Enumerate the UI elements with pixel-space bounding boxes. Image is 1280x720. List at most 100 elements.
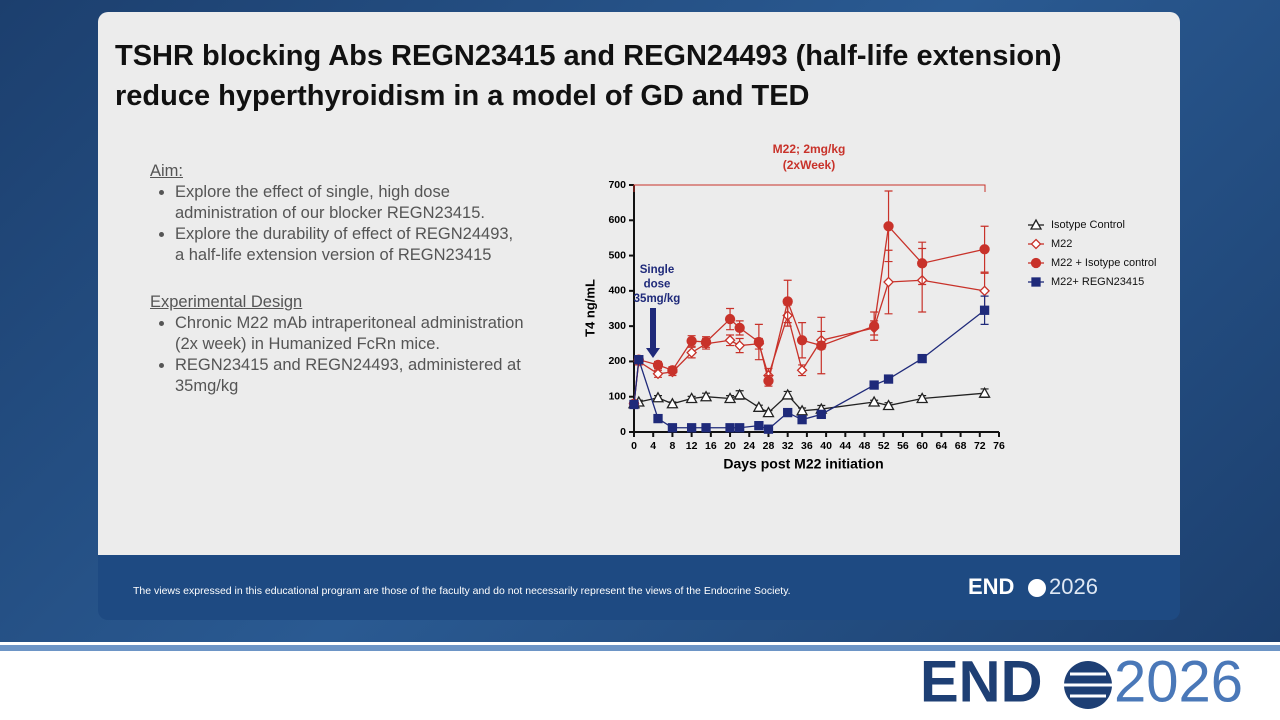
logo-year: 2026 xyxy=(1114,649,1243,714)
point xyxy=(796,364,808,376)
y-tick-label: 100 xyxy=(608,390,626,402)
x-axis-label: Days post M22 initiation xyxy=(723,456,883,472)
point xyxy=(763,375,774,386)
legend-marker xyxy=(1030,257,1042,269)
point xyxy=(651,391,665,403)
stripe xyxy=(0,645,1280,651)
dose-arrow xyxy=(646,308,660,358)
slide-title: reduce hyperthyroidism in a model of GD … xyxy=(115,80,810,112)
point xyxy=(700,336,712,348)
point xyxy=(883,374,894,384)
legend-marker xyxy=(1029,218,1043,230)
x-tick-label: 60 xyxy=(916,440,928,452)
legend-label: M22 xyxy=(1051,238,1072,250)
heading: Experimental Design xyxy=(150,293,303,311)
point xyxy=(754,420,764,431)
x-tick-label: 16 xyxy=(705,440,717,452)
y-tick-label: 500 xyxy=(608,249,626,261)
x-tick-label: 32 xyxy=(782,440,794,452)
legend-label: M22+ REGN23415 xyxy=(1051,276,1144,288)
series-line xyxy=(633,224,985,404)
y-tick-label: 700 xyxy=(608,179,626,191)
series xyxy=(628,247,991,410)
point xyxy=(667,423,678,433)
point xyxy=(753,336,765,348)
point xyxy=(782,296,793,307)
x-tick-label: 52 xyxy=(878,440,890,452)
bullet: REGN23415 and REGN24493, administered at… xyxy=(175,355,524,397)
logo-globe xyxy=(1028,579,1046,597)
x-tick-label: 56 xyxy=(897,440,909,452)
point xyxy=(725,423,735,433)
legend-label: M22 + Isotype control xyxy=(1051,257,1156,269)
heading: Aim: xyxy=(150,162,183,180)
annotation: 35mg/kg xyxy=(634,293,681,305)
point xyxy=(724,313,736,325)
point xyxy=(916,392,929,404)
x-tick-label: 68 xyxy=(955,440,967,452)
annotation: (2xWeek) xyxy=(783,158,835,172)
x-tick-label: 28 xyxy=(763,440,775,452)
aim-block: Aim: Explore the effect of single, high … xyxy=(150,161,513,266)
x-tick-label: 72 xyxy=(974,440,986,452)
point xyxy=(816,409,826,420)
x-tick-label: 12 xyxy=(686,440,698,452)
x-tick-label: 48 xyxy=(859,440,871,452)
x-tick-label: 44 xyxy=(839,440,851,452)
series xyxy=(627,386,991,418)
legend-marker xyxy=(1031,277,1041,287)
point xyxy=(868,395,881,407)
x-tick-label: 8 xyxy=(669,440,675,452)
y-tick-label: 300 xyxy=(608,320,626,332)
x-tick-label: 0 xyxy=(631,440,637,452)
point xyxy=(882,399,895,411)
bullet-list: Chronic M22 mAb intraperitoneal administ… xyxy=(150,313,524,397)
point xyxy=(781,388,794,400)
annotation: Single xyxy=(640,264,675,276)
point xyxy=(652,368,664,380)
point xyxy=(883,221,894,232)
x-tick-label: 20 xyxy=(724,440,736,452)
point xyxy=(797,414,807,425)
x-tick-label: 24 xyxy=(743,440,755,452)
point xyxy=(869,380,879,390)
point xyxy=(796,335,808,346)
point xyxy=(652,359,664,371)
y-tick-label: 400 xyxy=(608,285,626,297)
series-line xyxy=(633,309,985,430)
series xyxy=(629,295,990,434)
point xyxy=(634,355,644,365)
point xyxy=(685,392,698,404)
point xyxy=(666,397,679,409)
x-tick-label: 40 xyxy=(820,440,832,452)
bullet-list: Explore the effect of single, high dose a… xyxy=(150,182,513,266)
point xyxy=(979,285,991,297)
bullet-line: Explore the durability of effect of REGN… xyxy=(175,225,514,243)
x-tick-label: 36 xyxy=(801,440,813,452)
x-tick-label: 4 xyxy=(650,440,656,452)
legend-marker xyxy=(1030,238,1042,250)
x-tick-label: 64 xyxy=(936,440,948,452)
point xyxy=(917,353,927,364)
point xyxy=(734,322,745,334)
point xyxy=(701,423,711,433)
legend: Isotype Control M22 M22 + Isotype control M… xyxy=(1028,218,1156,288)
point xyxy=(868,320,880,332)
point xyxy=(979,244,990,255)
point xyxy=(724,334,736,346)
point xyxy=(763,424,774,434)
point xyxy=(752,400,765,412)
series xyxy=(628,190,990,409)
slide-title: TSHR blocking Abs REGN23415 and REGN2449… xyxy=(115,40,1062,72)
point xyxy=(629,399,639,410)
bullet: Explore the effect of single, high dose a… xyxy=(175,182,513,224)
point xyxy=(653,413,663,424)
point xyxy=(979,305,990,315)
point xyxy=(733,388,746,400)
point xyxy=(917,258,928,269)
design-block: Experimental Design Chronic M22 mAb intr… xyxy=(150,292,524,397)
annotation: M22; 2mg/kg xyxy=(773,142,846,156)
bullet: Explore the durability of effect of REGN… xyxy=(175,224,513,266)
